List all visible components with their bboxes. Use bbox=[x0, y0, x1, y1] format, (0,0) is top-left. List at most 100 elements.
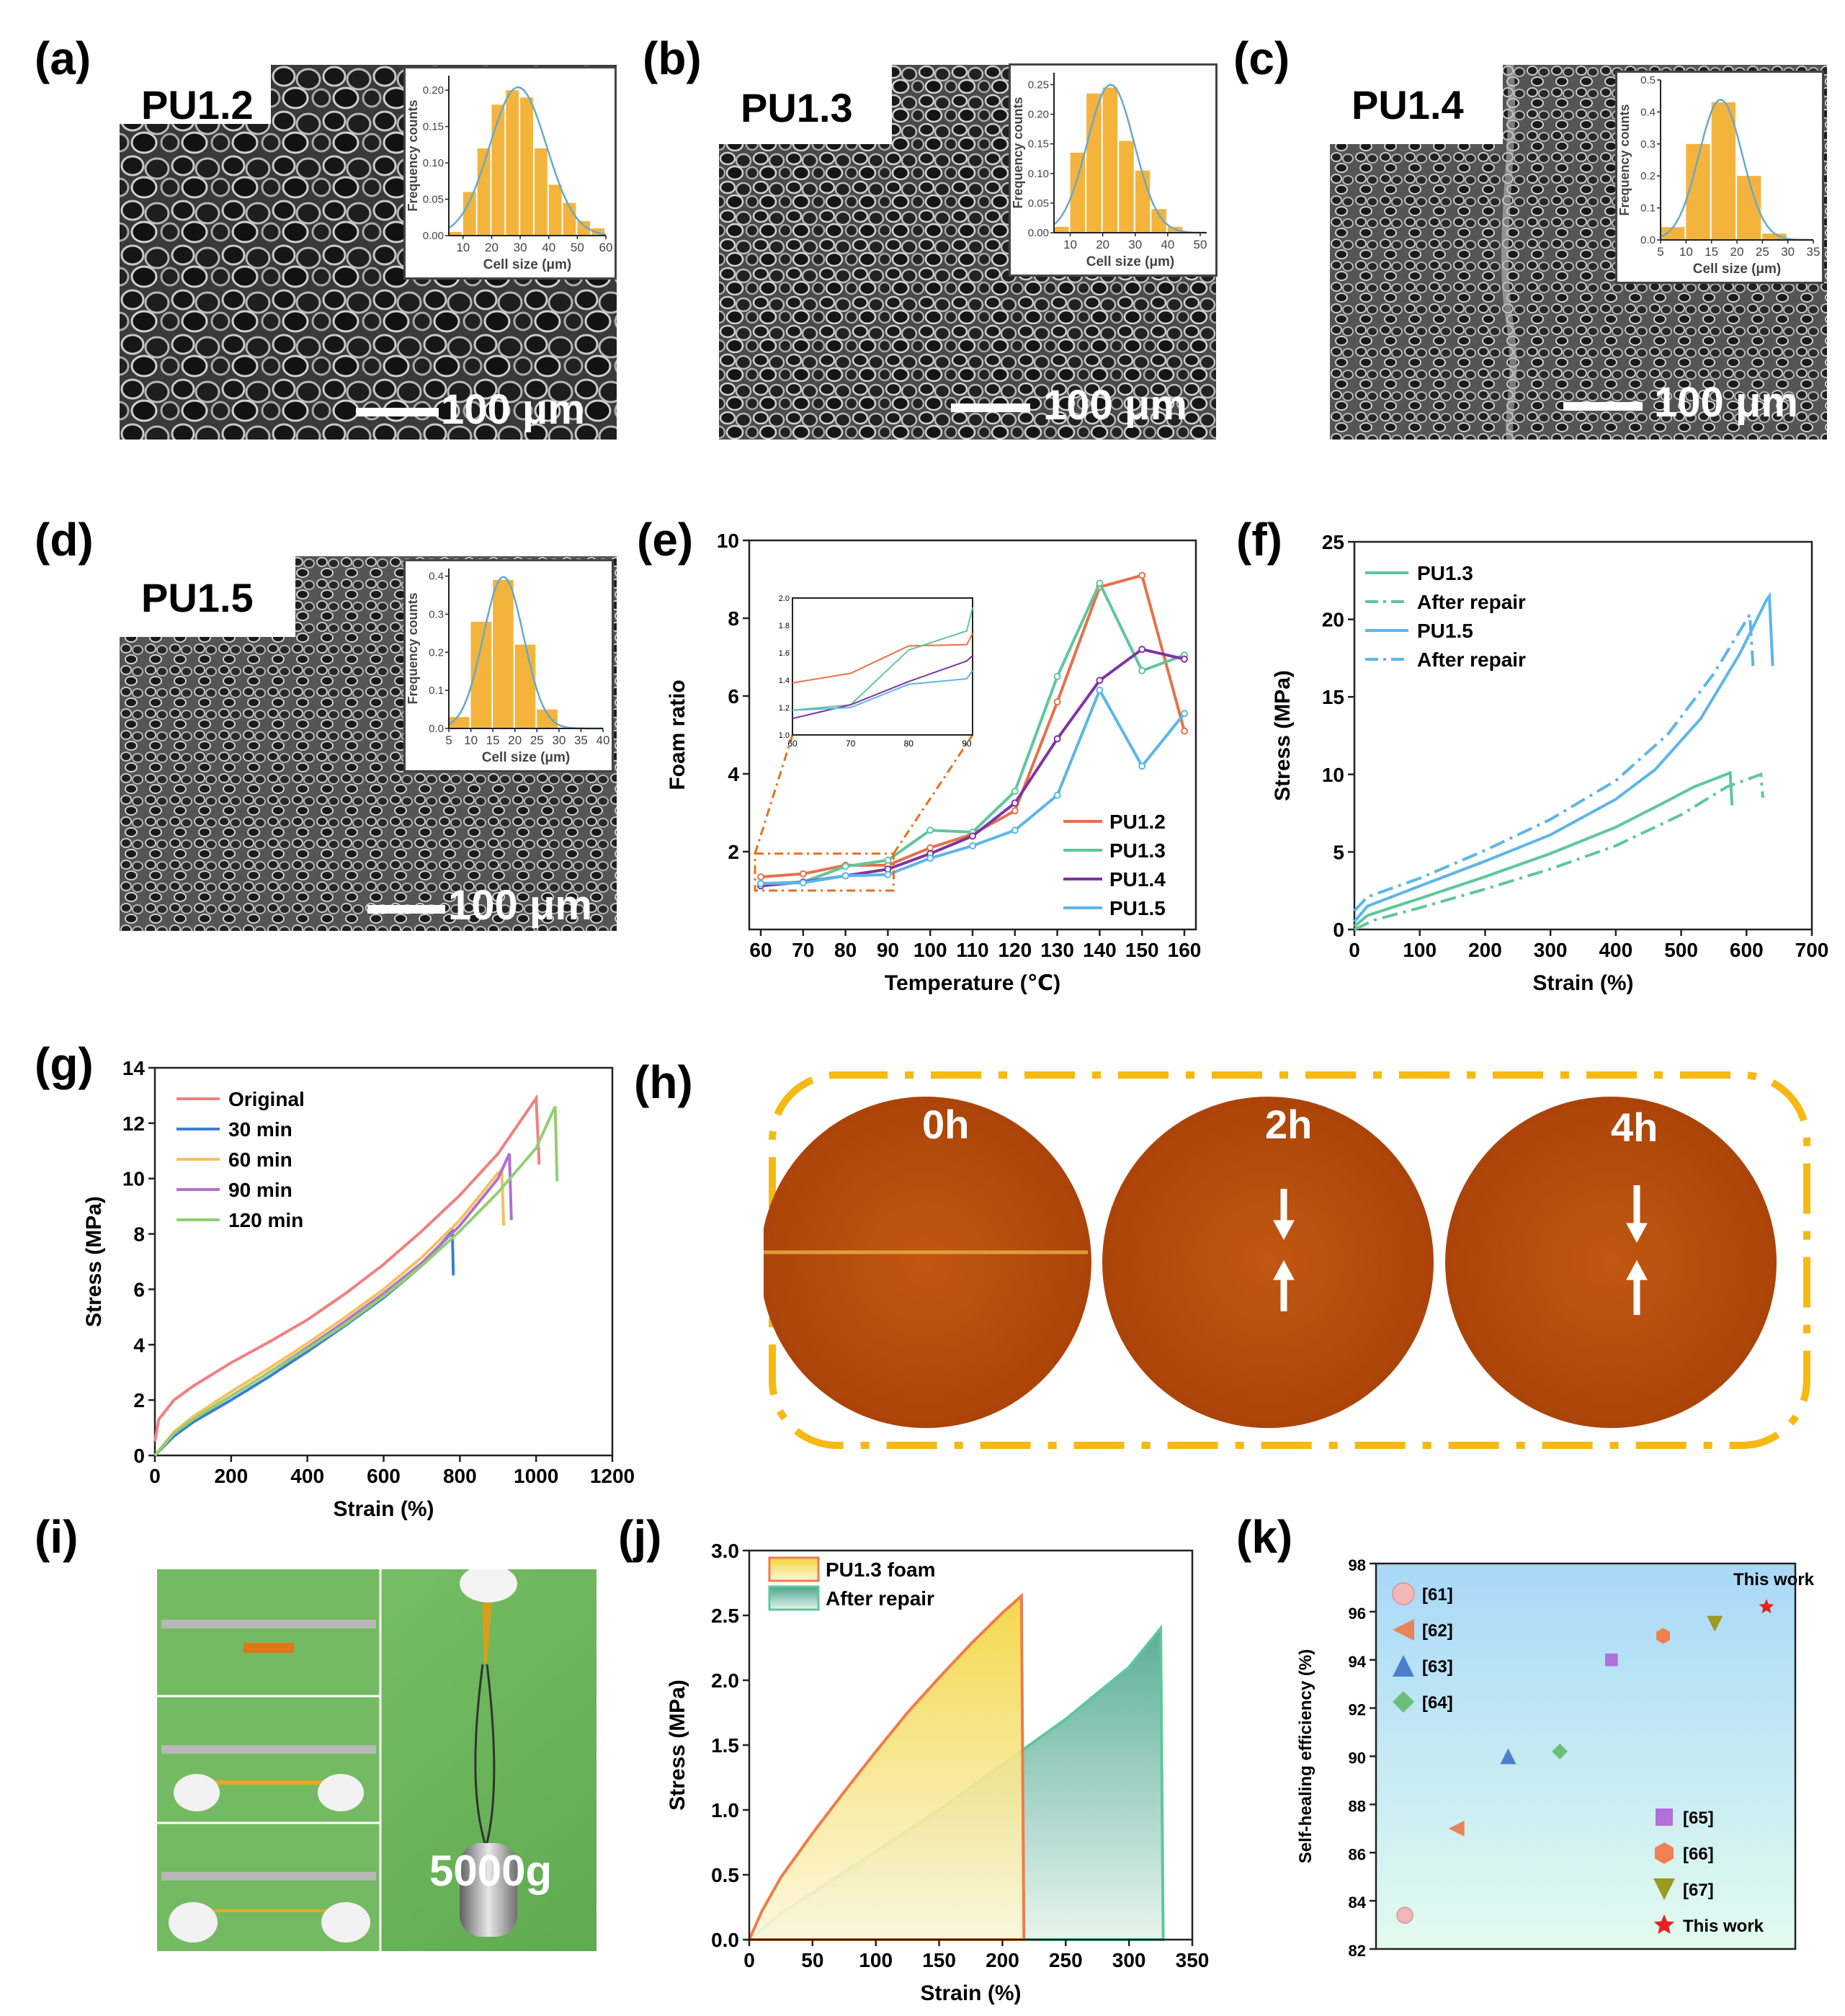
x-tick-label: 160 bbox=[1168, 939, 1202, 961]
x-tick-label: 100 bbox=[1403, 939, 1437, 961]
y-axis-label: Frequency counts bbox=[1617, 104, 1632, 215]
y-tick-label: 12 bbox=[122, 1112, 145, 1135]
time-label-0h: 0h bbox=[922, 1102, 970, 1147]
x-tick-label: 10 bbox=[464, 733, 478, 747]
series-line bbox=[153, 1227, 455, 1457]
annotation-label: This work bbox=[1733, 1570, 1815, 1589]
x-axis-label: Cell size (μm) bbox=[482, 750, 571, 765]
histogram-inset: 10 20 30 40 50 60 0.00 0.05 0.10 0.15 0.20 Cell siz… bbox=[403, 66, 617, 280]
microscope-disc-0h bbox=[764, 1097, 1091, 1428]
zoom-connector bbox=[754, 734, 794, 855]
scatter-marker bbox=[1759, 1599, 1774, 1614]
sample-label: PU1.4 bbox=[1330, 65, 1503, 144]
histogram-inset: 10 20 30 40 50 0.00 0.05 0.10 0.15 0.20 0.25 Cell s… bbox=[1009, 63, 1218, 277]
x-tick-label: 500 bbox=[1664, 939, 1698, 961]
y-tick-label: 0.10 bbox=[1028, 168, 1049, 180]
sample-label: PU1.3 bbox=[719, 65, 892, 144]
x-tick-label: 250 bbox=[1049, 1949, 1083, 1971]
y-tick-label: 0.20 bbox=[1028, 109, 1049, 121]
tensile-photo bbox=[157, 1569, 597, 1951]
data-point bbox=[757, 873, 764, 881]
x-tick-label: 200 bbox=[1468, 939, 1502, 961]
y-tick-label: 0.0 bbox=[1640, 234, 1656, 246]
histogram-inset: 5 10 15 20 25 30 35 40 0.0 0.1 0.2 0.3 0.4 Cell size … bbox=[403, 559, 614, 772]
inset-series-line bbox=[792, 607, 973, 711]
scatter-marker bbox=[1393, 1691, 1414, 1713]
scatter-marker bbox=[1653, 1914, 1675, 1935]
data-point bbox=[799, 879, 807, 887]
y-tick-label: 3.0 bbox=[711, 1540, 739, 1562]
x-tick-label: 30 bbox=[514, 241, 527, 254]
x-tick-label: 100 bbox=[913, 939, 947, 961]
data-point bbox=[1138, 666, 1146, 674]
x-tick-label: 0 bbox=[1349, 939, 1360, 961]
inset-y-tick-label: 1.6 bbox=[779, 649, 790, 658]
inset-y-tick-label: 1.2 bbox=[779, 704, 790, 713]
legend-label: [66] bbox=[1683, 1845, 1714, 1864]
legend-label: After repair bbox=[826, 1587, 934, 1610]
x-tick-label: 0 bbox=[149, 1465, 161, 1487]
legend-label: 30 min bbox=[228, 1118, 292, 1141]
y-tick-label: 6 bbox=[728, 685, 739, 708]
x-tick-label: 50 bbox=[571, 241, 584, 254]
panel-letter-h: (h) bbox=[634, 1056, 693, 1108]
y-tick-label: 0.4 bbox=[1640, 106, 1656, 118]
y-tick-label: 88 bbox=[1349, 1797, 1366, 1815]
y-tick-label: 0.1 bbox=[429, 684, 444, 697]
scatter-marker bbox=[1393, 1655, 1414, 1677]
data-point bbox=[757, 880, 764, 888]
y-axis-label: Foam ratio bbox=[666, 679, 689, 790]
legend-label: 90 min bbox=[228, 1179, 292, 1201]
chart-foam-ratio: 60 70 80 90 100 110 120 130 140 150 160 2 4 6 8 10 Tempe… bbox=[666, 530, 1202, 995]
inset-y-tick-label: 1.4 bbox=[779, 677, 790, 685]
y-tick-label: 0.0 bbox=[711, 1929, 739, 1951]
x-tick-label: 90 bbox=[877, 939, 899, 961]
data-point bbox=[1138, 571, 1146, 579]
x-tick-label: 5 bbox=[445, 733, 452, 747]
x-axis-label: Strain (%) bbox=[920, 1981, 1021, 2005]
y-tick-label: 94 bbox=[1349, 1653, 1367, 1671]
legend-label: PU1.3 bbox=[1417, 562, 1473, 584]
series-line bbox=[153, 1094, 541, 1442]
legend-label: PU1.2 bbox=[1109, 811, 1166, 833]
x-tick-label: 35 bbox=[574, 733, 588, 747]
legend-label: [65] bbox=[1683, 1808, 1714, 1828]
histogram-bar bbox=[493, 579, 514, 728]
legend-label: PU1.5 bbox=[1109, 897, 1166, 919]
inset-y-tick-label: 2.0 bbox=[779, 594, 790, 603]
inset-frame bbox=[792, 597, 973, 736]
x-tick-label: 400 bbox=[1599, 939, 1632, 961]
inset-x-tick-label: 70 bbox=[846, 739, 856, 749]
y-tick-label: 2.5 bbox=[711, 1605, 739, 1627]
inset-series-line bbox=[792, 633, 973, 684]
plot-frame bbox=[1353, 540, 1813, 931]
x-axis-label: Strain (%) bbox=[333, 1497, 434, 1521]
x-tick-label: 200 bbox=[214, 1465, 248, 1487]
data-point bbox=[1011, 826, 1019, 834]
x-tick-label: 10 bbox=[1063, 238, 1077, 251]
histogram-bar bbox=[1151, 209, 1166, 233]
data-point bbox=[1096, 686, 1104, 694]
histogram-bar bbox=[1119, 141, 1134, 233]
histogram-bar bbox=[1102, 87, 1118, 233]
x-tick-label: 400 bbox=[290, 1465, 324, 1487]
x-tick-label: 350 bbox=[1176, 1949, 1210, 1971]
scale-bar bbox=[367, 905, 445, 914]
y-tick-label: 96 bbox=[1349, 1605, 1366, 1623]
panel-letter-j: (j) bbox=[618, 1511, 662, 1563]
time-label-4h: 4h bbox=[1611, 1105, 1658, 1150]
histogram-bar bbox=[449, 231, 462, 236]
panel-letter-i: (i) bbox=[35, 1511, 79, 1563]
scatter-marker bbox=[1393, 1619, 1414, 1641]
x-tick-label: 600 bbox=[367, 1465, 401, 1487]
x-tick-label: 35 bbox=[1807, 245, 1821, 259]
histogram-bar bbox=[477, 148, 491, 236]
y-tick-label: 0.05 bbox=[423, 194, 444, 206]
inset-x-tick-label: 80 bbox=[904, 739, 914, 749]
y-tick-label: 15 bbox=[1322, 686, 1344, 708]
x-axis-label: Cell size (μm) bbox=[1693, 262, 1782, 277]
legend-label: [61] bbox=[1422, 1585, 1453, 1605]
legend-label: After repair bbox=[1417, 591, 1526, 613]
scale-bar bbox=[951, 403, 1030, 412]
x-tick-label: 600 bbox=[1730, 939, 1764, 961]
